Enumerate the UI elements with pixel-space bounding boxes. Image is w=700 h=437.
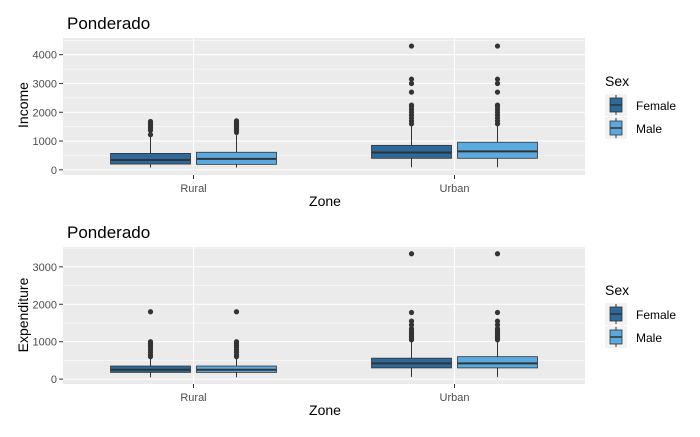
outlier-point	[494, 326, 501, 332]
chart-title: Ponderado	[67, 223, 150, 242]
outlier-point	[408, 326, 415, 332]
outlier-point	[494, 80, 501, 87]
x-axis: Rural Urban	[180, 384, 469, 404]
outlier-point	[408, 76, 415, 82]
y-axis-label: Expenditure	[15, 277, 31, 352]
box-iqr	[110, 153, 191, 165]
chart-title: Ponderado	[67, 14, 150, 33]
y-axis-label: Income	[15, 82, 31, 128]
x-axis-label: Zone	[309, 402, 341, 418]
box-male-urban	[457, 43, 538, 168]
outlier-point	[147, 309, 154, 315]
x-tick-label: Rural	[180, 183, 206, 195]
chart-income: Ponderado 0 1000 2000 3000 4000 Rural Urban Z…	[15, 14, 676, 209]
outlier-point	[494, 43, 501, 49]
legend-label: Female	[636, 308, 676, 322]
outlier-point	[494, 322, 501, 328]
outlier-point	[408, 318, 415, 324]
y-tick-label: 4000	[33, 50, 57, 62]
outlier-point	[408, 251, 415, 257]
box-female-rural	[110, 309, 191, 378]
outlier-point	[408, 43, 415, 49]
legend-item-male: Male	[605, 326, 662, 348]
legend-keys: Female Male	[605, 94, 676, 139]
outlier-point	[408, 309, 415, 316]
outlier-point	[408, 80, 415, 87]
y-axis: 0 1000 2000 3000 4000	[33, 50, 63, 177]
x-axis: Rural Urban	[180, 175, 469, 195]
legend-item-female: Female	[605, 94, 676, 116]
y-tick-label: 1000	[33, 136, 57, 148]
outlier-point	[494, 76, 501, 82]
x-tick-label: Urban	[440, 392, 470, 404]
box-female-urban	[371, 251, 452, 377]
outlier-point	[494, 309, 501, 316]
legend-label: Male	[636, 122, 662, 136]
box-female-urban	[371, 43, 452, 168]
box-iqr	[457, 356, 538, 369]
outlier-point	[233, 118, 240, 124]
x-tick-label: Urban	[440, 183, 470, 195]
outlier-point	[408, 89, 415, 95]
box-female-rural	[110, 118, 191, 168]
outlier-point	[494, 318, 501, 324]
legend: Sex Female Male	[605, 282, 676, 348]
outlier-point	[147, 339, 154, 345]
y-tick-label: 0	[51, 165, 57, 177]
outlier-point	[233, 339, 240, 345]
y-tick-label: 3000	[33, 262, 57, 274]
legend-title: Sex	[605, 282, 629, 298]
outlier-point	[147, 118, 154, 125]
legend: Sex Female Male	[605, 73, 676, 139]
outlier-point	[494, 102, 501, 108]
y-tick-label: 1000	[33, 337, 57, 349]
box-male-urban	[457, 251, 538, 377]
y-tick-label: 0	[51, 374, 57, 386]
outlier-point	[494, 251, 501, 257]
outlier-point	[233, 309, 240, 315]
box-iqr	[457, 141, 538, 159]
legend-item-male: Male	[605, 117, 662, 139]
outlier-point	[408, 102, 415, 108]
boxplot-marks	[110, 251, 538, 378]
y-tick-label: 2000	[33, 299, 57, 311]
outlier-point	[408, 322, 415, 328]
y-axis: 0 1000 2000 3000	[33, 262, 63, 386]
y-tick-label: 2000	[33, 107, 57, 119]
box-male-rural	[196, 309, 277, 378]
y-tick-label: 3000	[33, 78, 57, 90]
outlier-point	[494, 89, 501, 95]
legend-keys: Female Male	[605, 303, 676, 348]
legend-item-female: Female	[605, 303, 676, 325]
x-axis-label: Zone	[309, 193, 341, 209]
boxplot-marks	[110, 43, 538, 168]
outlier-point	[147, 132, 154, 138]
x-tick-label: Rural	[180, 392, 206, 404]
box-male-rural	[196, 118, 277, 168]
legend-label: Male	[636, 331, 662, 345]
legend-title: Sex	[605, 73, 629, 89]
legend-label: Female	[636, 99, 676, 113]
